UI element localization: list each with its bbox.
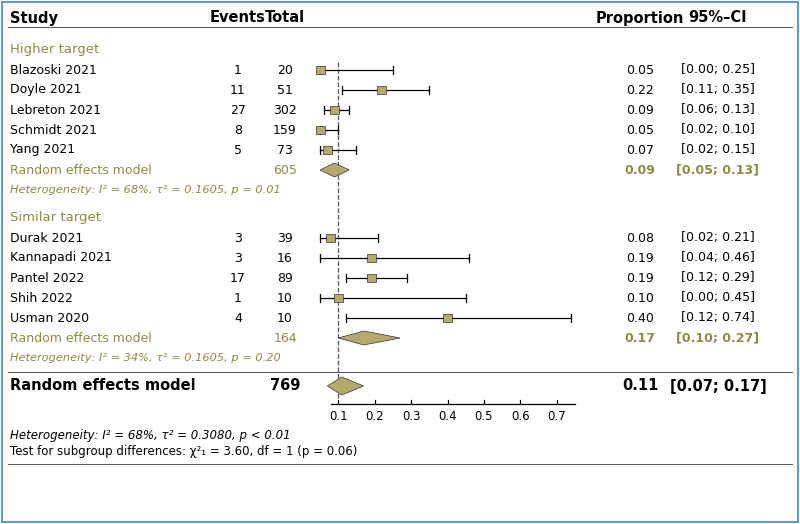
Text: Schmidt 2021: Schmidt 2021 (10, 124, 97, 136)
Text: Heterogeneity: I² = 68%, τ² = 0.1605, p = 0.01: Heterogeneity: I² = 68%, τ² = 0.1605, p … (10, 185, 281, 195)
Text: Higher target: Higher target (10, 43, 99, 57)
Bar (366, 254, 375, 262)
Text: 3: 3 (234, 252, 242, 265)
Text: 0.05: 0.05 (626, 63, 654, 77)
Text: 605: 605 (273, 163, 297, 177)
Text: Blazoski 2021: Blazoski 2021 (10, 63, 97, 77)
Text: 3: 3 (234, 232, 242, 245)
Text: Heterogeneity: I² = 34%, τ² = 0.1605, p = 0.20: Heterogeneity: I² = 34%, τ² = 0.1605, p … (10, 353, 281, 363)
Text: 16: 16 (277, 252, 293, 265)
Text: 17: 17 (230, 271, 246, 285)
Text: 0.10: 0.10 (626, 291, 654, 304)
Text: Similar target: Similar target (10, 212, 101, 224)
Text: [0.11; 0.35]: [0.11; 0.35] (681, 83, 755, 96)
Text: 0.09: 0.09 (625, 163, 655, 177)
Text: 0.08: 0.08 (626, 232, 654, 245)
Polygon shape (327, 377, 364, 395)
Text: 10: 10 (277, 291, 293, 304)
Text: 0.22: 0.22 (626, 83, 654, 96)
Text: [0.02; 0.15]: [0.02; 0.15] (681, 144, 755, 157)
Text: 89: 89 (277, 271, 293, 285)
Text: 73: 73 (277, 144, 293, 157)
Text: 0.5: 0.5 (474, 409, 493, 422)
Text: 0.7: 0.7 (547, 409, 566, 422)
Bar (326, 234, 335, 242)
Text: Study: Study (10, 10, 58, 26)
Bar (315, 66, 325, 74)
Text: [0.05; 0.13]: [0.05; 0.13] (677, 163, 759, 177)
Text: 39: 39 (277, 232, 293, 245)
Text: 0.2: 0.2 (366, 409, 384, 422)
Bar (334, 294, 342, 302)
Bar (366, 274, 375, 282)
Text: [0.10; 0.27]: [0.10; 0.27] (677, 332, 759, 344)
Text: [0.07; 0.17]: [0.07; 0.17] (670, 378, 766, 394)
Text: Doyle 2021: Doyle 2021 (10, 83, 82, 96)
Text: 0.19: 0.19 (626, 271, 654, 285)
Text: [0.12; 0.74]: [0.12; 0.74] (681, 311, 755, 324)
Text: 302: 302 (273, 104, 297, 116)
Text: Shih 2022: Shih 2022 (10, 291, 73, 304)
Text: 0.3: 0.3 (402, 409, 420, 422)
Text: Random effects model: Random effects model (10, 332, 152, 344)
Text: Durak 2021: Durak 2021 (10, 232, 83, 245)
Bar (378, 86, 386, 94)
Polygon shape (320, 163, 349, 177)
Text: [0.02; 0.10]: [0.02; 0.10] (681, 124, 755, 136)
Text: 51: 51 (277, 83, 293, 96)
Text: 5: 5 (234, 144, 242, 157)
Polygon shape (338, 331, 400, 345)
Text: 1: 1 (234, 63, 242, 77)
Text: Events: Events (210, 10, 266, 26)
Text: 0.6: 0.6 (511, 409, 530, 422)
Text: 10: 10 (277, 311, 293, 324)
Bar (322, 146, 332, 154)
Text: 0.09: 0.09 (626, 104, 654, 116)
Text: 164: 164 (273, 332, 297, 344)
Text: 95%–CI: 95%–CI (689, 10, 747, 26)
Text: 1: 1 (234, 291, 242, 304)
Text: Total: Total (265, 10, 305, 26)
Text: 8: 8 (234, 124, 242, 136)
Text: [0.12; 0.29]: [0.12; 0.29] (681, 271, 755, 285)
Bar (443, 314, 452, 322)
Text: Proportion: Proportion (596, 10, 684, 26)
Text: 0.1: 0.1 (329, 409, 347, 422)
Text: Heterogeneity: I² = 68%, τ² = 0.3080, p < 0.01: Heterogeneity: I² = 68%, τ² = 0.3080, p … (10, 430, 290, 442)
Text: 0.4: 0.4 (438, 409, 457, 422)
Bar (315, 126, 325, 134)
Text: 0.05: 0.05 (626, 124, 654, 136)
Text: 11: 11 (230, 83, 246, 96)
Text: [0.04; 0.46]: [0.04; 0.46] (681, 252, 755, 265)
Text: 0.19: 0.19 (626, 252, 654, 265)
Text: 0.11: 0.11 (622, 378, 658, 394)
Text: Yang 2021: Yang 2021 (10, 144, 75, 157)
Text: Test for subgroup differences: χ²₁ = 3.60, df = 1 (p = 0.06): Test for subgroup differences: χ²₁ = 3.6… (10, 445, 358, 458)
Text: Pantel 2022: Pantel 2022 (10, 271, 84, 285)
Text: 4: 4 (234, 311, 242, 324)
Text: 159: 159 (273, 124, 297, 136)
Text: 20: 20 (277, 63, 293, 77)
Text: Lebreton 2021: Lebreton 2021 (10, 104, 101, 116)
Text: Random effects model: Random effects model (10, 163, 152, 177)
Text: Usman 2020: Usman 2020 (10, 311, 89, 324)
Text: [0.06; 0.13]: [0.06; 0.13] (681, 104, 755, 116)
Text: 769: 769 (270, 378, 300, 394)
Text: Kannapadi 2021: Kannapadi 2021 (10, 252, 112, 265)
Text: [0.02; 0.21]: [0.02; 0.21] (681, 232, 755, 245)
Text: 0.17: 0.17 (625, 332, 655, 344)
Bar (330, 106, 339, 114)
Text: Random effects model: Random effects model (10, 378, 196, 394)
Text: [0.00; 0.25]: [0.00; 0.25] (681, 63, 755, 77)
Text: [0.00; 0.45]: [0.00; 0.45] (681, 291, 755, 304)
Text: 0.40: 0.40 (626, 311, 654, 324)
Text: 27: 27 (230, 104, 246, 116)
Text: 0.07: 0.07 (626, 144, 654, 157)
